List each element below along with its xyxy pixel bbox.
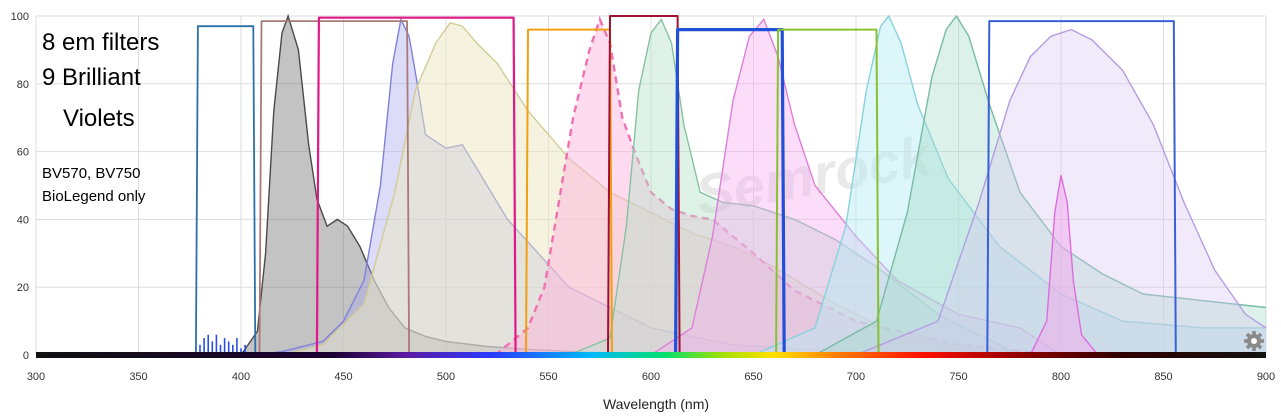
x-tick-label: 450 — [334, 371, 352, 383]
y-tick-label: 0 — [23, 350, 29, 362]
spectrum-line-5 — [568, 18, 1021, 356]
filter-passband-6 — [674, 28, 786, 356]
spectrum-line-7 — [753, 14, 1266, 356]
x-tick-label: 600 — [642, 371, 660, 383]
spectrum-line-3 — [281, 21, 980, 356]
filter-passband-7 — [775, 28, 880, 356]
x-tick-label: 300 — [27, 371, 45, 383]
spectrum-area-1 — [241, 16, 713, 355]
spectrum-area-4 — [302, 19, 1061, 356]
x-tick-label: 850 — [1154, 371, 1172, 383]
x-axis-ticks: 300 350 400 450 500 550 600 650 700 750 800 850 900 — [27, 371, 1275, 383]
filter-passband-3 — [315, 16, 517, 356]
annotation-note-line2: BioLegend only — [42, 188, 146, 205]
spectrum-area-6 — [651, 19, 1061, 356]
annotation-title-line2: 9 Brilliant — [42, 64, 141, 91]
x-tick-label: 700 — [847, 371, 865, 383]
spectrum-area-5 — [569, 19, 1020, 356]
filter-passband-2 — [258, 20, 410, 356]
x-tick-label: 750 — [949, 371, 967, 383]
filter-passband-1 — [195, 25, 257, 356]
x-axis-label: Wavelength (nm) — [603, 396, 709, 412]
x-tick-label: 800 — [1052, 371, 1070, 383]
x-tick-label: 550 — [539, 371, 557, 383]
spectrum-area-7 — [753, 16, 1266, 355]
filter-passband-8 — [986, 20, 1177, 356]
x-tick-label: 500 — [437, 371, 455, 383]
x-tick-label: 900 — [1257, 371, 1275, 383]
spectrum-line-10 — [1029, 175, 1099, 356]
y-axis-ticks: 0 20 40 60 80 100 — [11, 11, 29, 362]
spectrum-bar — [36, 352, 1266, 358]
spectrum-line-6 — [650, 18, 1062, 356]
x-tick-label: 400 — [232, 371, 250, 383]
gear-icon[interactable] — [1244, 331, 1264, 351]
spectrum-area-10 — [1030, 175, 1098, 355]
y-tick-label: 40 — [17, 214, 29, 226]
y-tick-label: 80 — [17, 79, 29, 91]
emission-filters — [195, 15, 1177, 356]
annotation-title-line1: 8 em filters — [42, 29, 159, 56]
x-tick-label: 650 — [744, 371, 762, 383]
y-tick-label: 100 — [11, 11, 29, 23]
spectrum-area-3 — [282, 22, 979, 356]
y-tick-label: 20 — [17, 282, 29, 294]
spectrum-line-9 — [855, 28, 1267, 356]
emission-spectra — [240, 13, 1267, 357]
spectrum-line-4 — [302, 16, 1062, 357]
annotation-title-line3: Violets — [63, 105, 135, 132]
annotation-note-line1: BV570, BV750 — [42, 165, 140, 182]
filter-passband-4 — [525, 28, 613, 356]
spectrum-line-8 — [814, 14, 1267, 356]
x-tick-label: 350 — [129, 371, 147, 383]
y-tick-label: 60 — [17, 147, 29, 159]
filter-passband-5 — [607, 15, 681, 356]
